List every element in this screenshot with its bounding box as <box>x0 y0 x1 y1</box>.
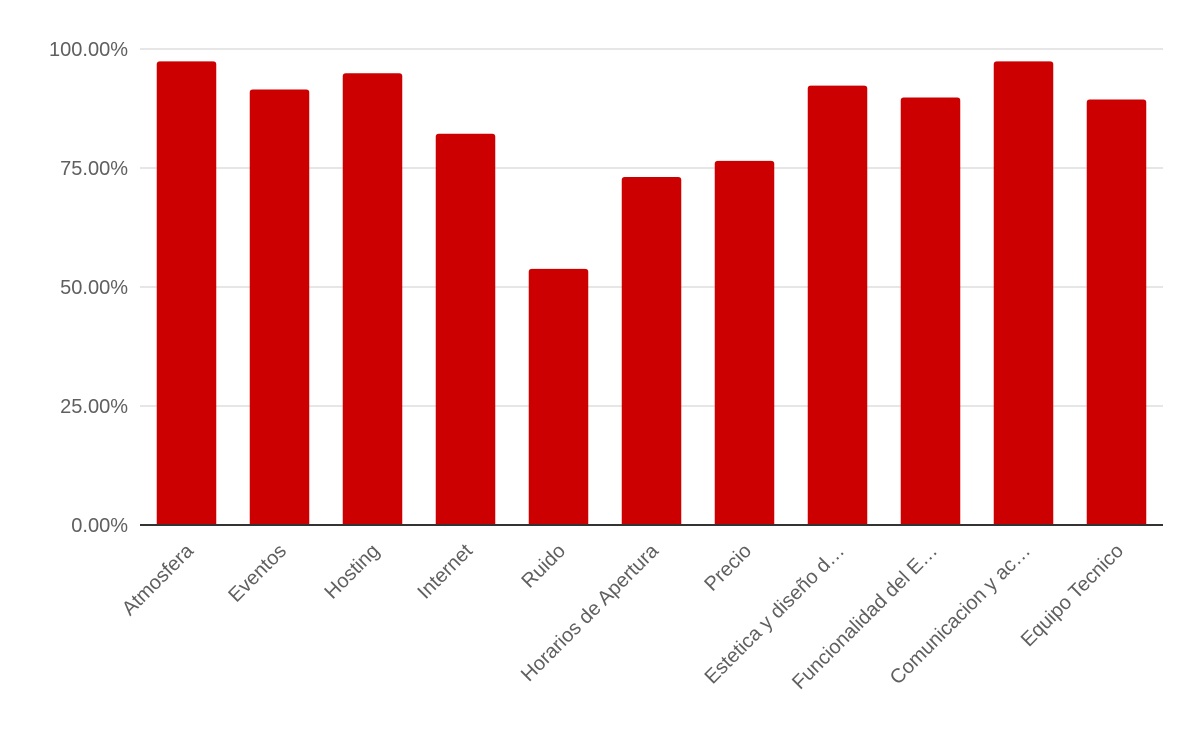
bar <box>621 177 682 525</box>
x-tick-label: Hosting <box>321 540 385 604</box>
bar <box>342 73 403 525</box>
bar <box>900 97 961 525</box>
x-tick-label: Ruido <box>518 540 571 593</box>
bar <box>249 89 310 526</box>
bar <box>714 160 775 526</box>
bars <box>156 61 1147 526</box>
bar <box>528 268 589 525</box>
x-tick-label: Precio <box>700 540 756 596</box>
x-tick-label: Internet <box>414 540 478 604</box>
bar <box>156 61 217 525</box>
bar <box>435 133 496 525</box>
x-tick-label: Eventos <box>224 540 291 607</box>
y-tick-label: 50.00% <box>60 277 128 299</box>
bar <box>807 85 868 525</box>
x-axis-labels: Atmosfera Eventos Hosting Internet RuidoHora… <box>118 539 1128 694</box>
y-tick-label: 25.00% <box>60 396 128 418</box>
y-tick-label: 100.00% <box>49 39 128 61</box>
bar <box>1086 99 1147 526</box>
x-tick-label: Atmosfera <box>118 539 199 620</box>
y-tick-label: 0.00% <box>71 515 128 537</box>
y-axis-ticks: 0.00% 25.00% 50.00% 75.00% 100.00% <box>49 39 128 537</box>
y-tick-label: 75.00% <box>60 158 128 180</box>
bar <box>993 61 1054 525</box>
